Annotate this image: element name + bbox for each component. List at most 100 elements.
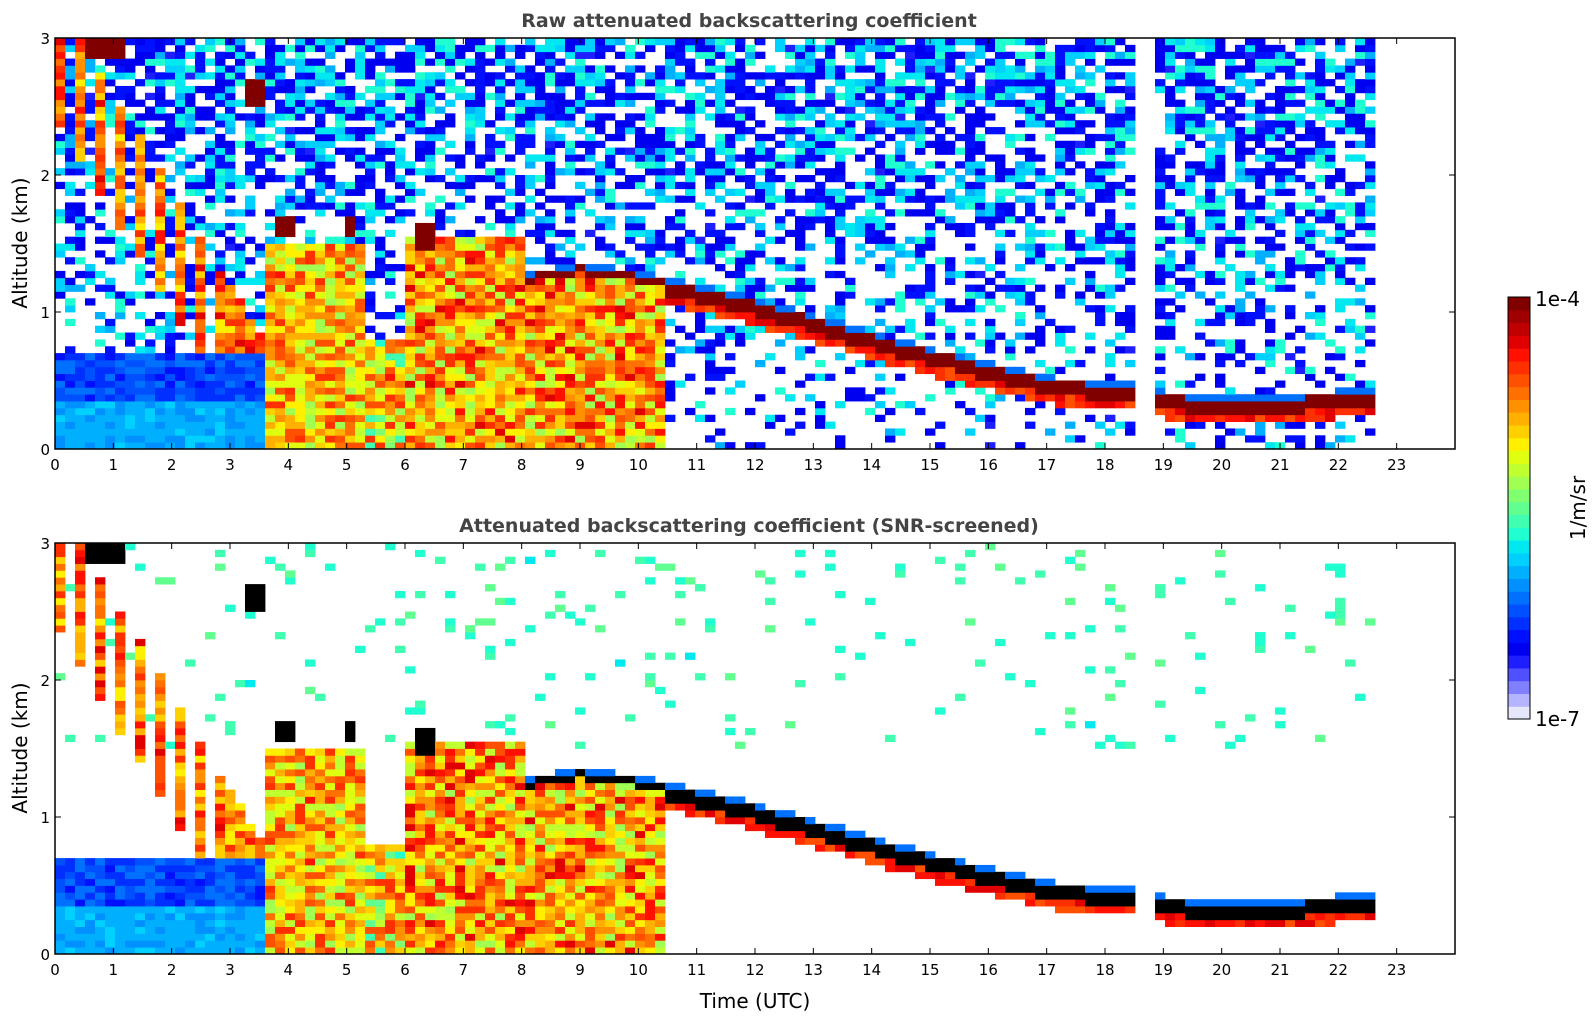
heatmap-cell — [1265, 394, 1276, 402]
heatmap-cell — [415, 298, 426, 306]
heatmap-cell — [135, 359, 146, 368]
heatmap-cell — [915, 236, 926, 244]
heatmap-cell — [715, 85, 726, 94]
heatmap-cell — [975, 133, 986, 142]
heatmap-cell — [765, 195, 776, 203]
heatmap-cell — [925, 318, 936, 327]
heatmap-cell — [355, 359, 366, 368]
heatmap-cell — [365, 394, 376, 402]
heatmap-cell — [355, 154, 366, 162]
heatmap-cell — [435, 257, 446, 265]
heatmap-cell — [355, 181, 366, 190]
heatmap-cell — [1065, 325, 1076, 333]
heatmap-cell — [845, 284, 856, 292]
heatmap-cell — [185, 353, 196, 361]
heatmap-cell — [1185, 168, 1196, 176]
heatmap-cell — [165, 312, 176, 320]
heatmap-cell — [1225, 92, 1236, 101]
heatmap-cell — [1205, 318, 1216, 327]
heatmap-cell — [1265, 318, 1276, 327]
heatmap-cell — [345, 113, 356, 121]
heatmap-cell — [615, 442, 626, 450]
heatmap-cell — [65, 154, 76, 162]
heatmap-cell — [325, 353, 336, 361]
heatmap-cell — [185, 401, 196, 409]
heatmap-cell — [725, 243, 736, 251]
heatmap-cell — [1035, 325, 1046, 333]
heatmap-cell — [715, 175, 726, 183]
heatmap-cell — [965, 359, 976, 368]
heatmap-cell — [1285, 79, 1296, 87]
heatmap-cell — [475, 428, 486, 436]
heatmap-cell — [1205, 154, 1216, 162]
heatmap-cell — [525, 181, 536, 190]
heatmap-cell — [645, 305, 656, 313]
heatmap-cell — [535, 325, 546, 333]
heatmap-cell — [235, 312, 246, 320]
heatmap-cell — [1235, 250, 1246, 258]
heatmap-cell — [1095, 387, 1106, 395]
heatmap-cell — [355, 222, 366, 231]
heatmap-cell — [645, 229, 656, 238]
heatmap-cell — [495, 175, 506, 183]
heatmap-cell — [735, 257, 746, 265]
heatmap-cell — [155, 51, 166, 59]
heatmap-cell — [445, 140, 456, 148]
heatmap-cell — [1295, 113, 1306, 121]
heatmap-cell — [265, 298, 276, 306]
heatmap-cell — [585, 373, 596, 381]
heatmap-cell — [1025, 161, 1036, 169]
heatmap-cell — [105, 401, 116, 409]
heatmap-cell — [1315, 209, 1326, 217]
heatmap-cell — [815, 421, 826, 429]
heatmap-cell — [105, 284, 116, 292]
heatmap-cell — [1315, 229, 1326, 238]
heatmap-cell — [65, 99, 76, 107]
heatmap-cell — [1105, 147, 1116, 155]
heatmap-cell — [875, 127, 886, 135]
heatmap-cell — [195, 188, 206, 196]
heatmap-cell — [375, 407, 386, 416]
heatmap-cell — [945, 222, 956, 231]
heatmap-cell — [345, 229, 356, 238]
heatmap-cell — [325, 72, 336, 80]
heatmap-cell — [1205, 181, 1216, 190]
heatmap-cell — [555, 270, 566, 279]
heatmap-cell — [1215, 85, 1226, 94]
heatmap-cell — [545, 113, 556, 121]
heatmap-cell — [265, 65, 276, 73]
heatmap-cell — [685, 99, 696, 107]
heatmap-cell — [1205, 394, 1216, 402]
heatmap-cell — [435, 394, 446, 402]
heatmap-cell — [65, 168, 76, 176]
heatmap-cell — [445, 154, 456, 162]
heatmap-cell — [615, 373, 626, 381]
heatmap-cell — [1315, 65, 1326, 73]
heatmap-cell — [85, 92, 96, 101]
heatmap-cell — [195, 257, 206, 265]
heatmap-cell — [425, 291, 436, 299]
heatmap-cell — [555, 435, 566, 443]
heatmap-cell — [695, 133, 706, 142]
heatmap-cell — [1105, 339, 1116, 347]
heatmap-cell — [225, 65, 236, 73]
heatmap-cell — [55, 58, 66, 66]
heatmap-cell — [505, 373, 516, 381]
heatmap-cell — [615, 305, 626, 313]
heatmap-cell — [1125, 359, 1136, 368]
heatmap-cell — [695, 51, 706, 59]
heatmap-cell — [635, 140, 646, 148]
heatmap-cell — [675, 305, 686, 313]
heatmap-cell — [1265, 353, 1276, 361]
heatmap-cell — [195, 270, 206, 279]
heatmap-cell — [1005, 202, 1016, 210]
heatmap-cell — [435, 250, 446, 258]
heatmap-cell — [585, 270, 596, 279]
heatmap-cell — [555, 140, 566, 148]
heatmap-cell — [145, 168, 156, 176]
heatmap-cell — [625, 72, 636, 80]
heatmap-cell — [725, 188, 736, 196]
heatmap-cell — [495, 277, 506, 285]
heatmap-cell — [495, 339, 506, 347]
heatmap-cell — [305, 421, 316, 429]
